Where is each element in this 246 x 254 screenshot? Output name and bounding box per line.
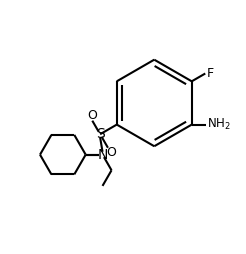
Text: S: S bbox=[96, 127, 105, 141]
Text: NH$_2$: NH$_2$ bbox=[207, 117, 231, 132]
Text: O: O bbox=[87, 109, 97, 122]
Text: O: O bbox=[107, 146, 116, 158]
Text: F: F bbox=[207, 67, 214, 80]
Text: N: N bbox=[97, 148, 108, 162]
